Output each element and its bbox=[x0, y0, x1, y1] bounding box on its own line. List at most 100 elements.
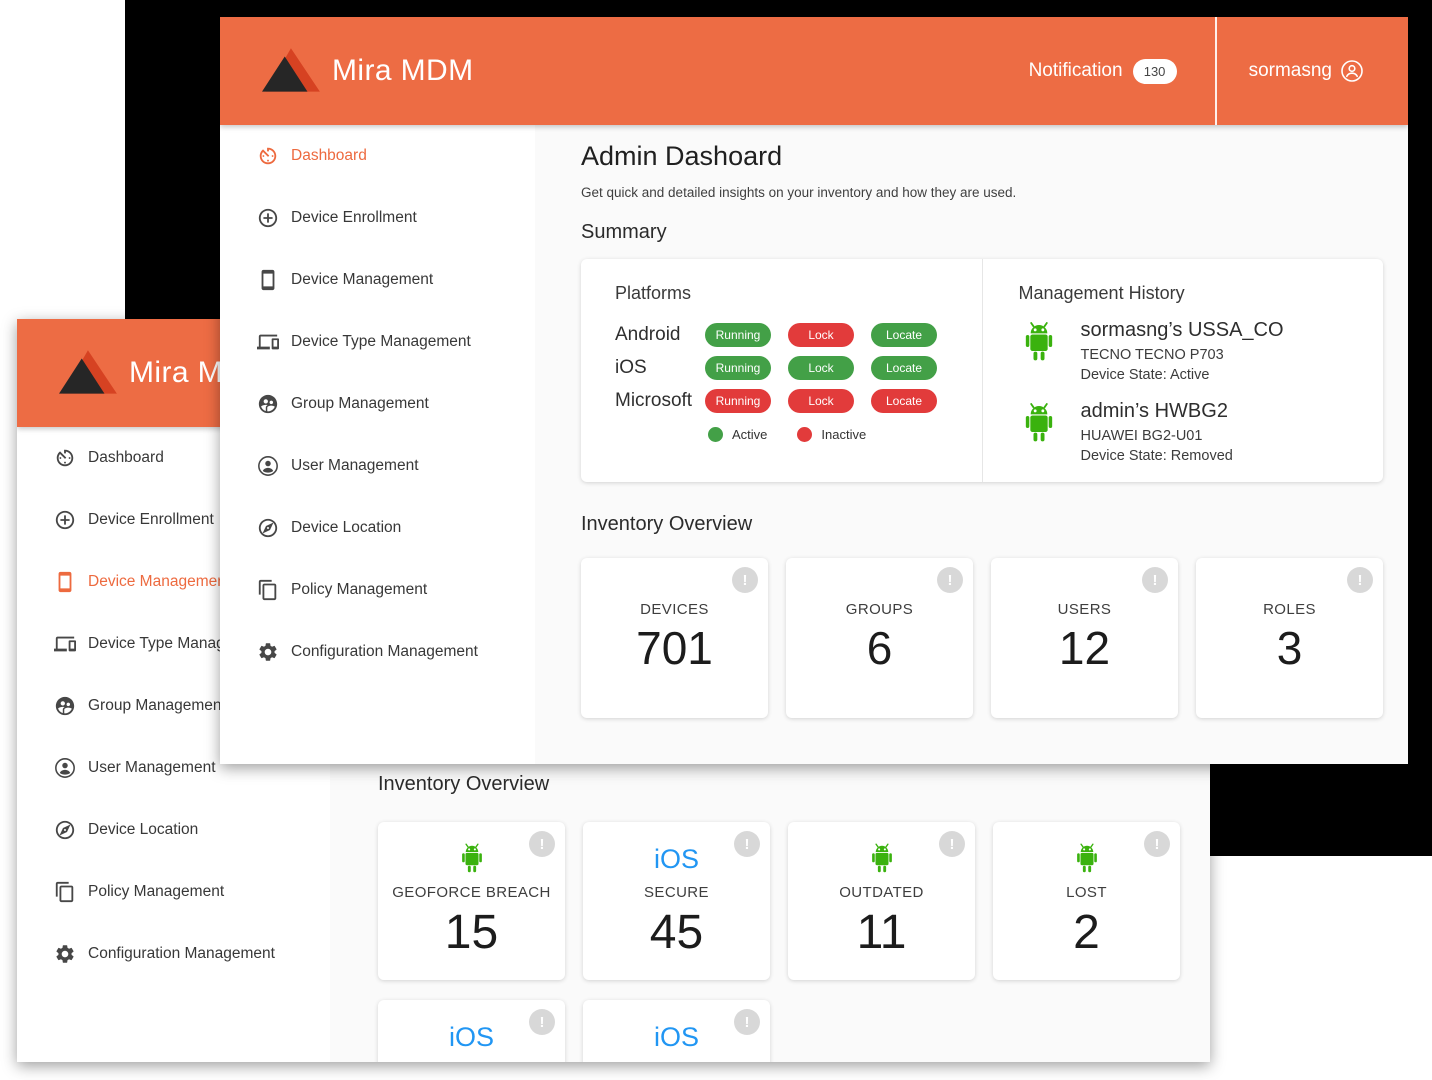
sidebar-item-label: Device Management bbox=[291, 271, 434, 288]
sidebar-item-policy-management[interactable]: Policy Management bbox=[220, 559, 535, 621]
alert-icon[interactable]: ! bbox=[1144, 831, 1170, 857]
stat-card-outdated: ! OUTDATED 11 bbox=[788, 822, 975, 980]
stat-value: 3 bbox=[1276, 622, 1303, 674]
stat-card-ios-secure: ! iOS SECURE 45 bbox=[583, 822, 770, 980]
alert-icon[interactable]: ! bbox=[734, 1009, 760, 1035]
management-history-panel: Management History sormasng’s USSA_CO TE… bbox=[983, 259, 1384, 482]
history-entry: admin’s HWBG2 HUAWEI BG2-U01 Device Stat… bbox=[1019, 399, 1384, 466]
mira-logo-icon bbox=[59, 348, 121, 398]
page-subtitle: Get quick and detailed insights on your … bbox=[581, 185, 1017, 200]
stat-card-groups: ! GROUPS 6 bbox=[786, 558, 973, 718]
stat-card-devices: ! DEVICES 701 bbox=[581, 558, 768, 718]
gear-icon bbox=[54, 943, 76, 965]
stat-value: 6 bbox=[866, 622, 893, 674]
alert-icon[interactable]: ! bbox=[529, 831, 555, 857]
android-robot-icon bbox=[1019, 320, 1059, 364]
running-button[interactable]: Running bbox=[705, 322, 771, 347]
alert-icon[interactable]: ! bbox=[1142, 567, 1168, 593]
stat-label: SECURE bbox=[644, 884, 709, 901]
gear-icon bbox=[257, 641, 279, 663]
stat-card-roles: ! ROLES 3 bbox=[1196, 558, 1383, 718]
lock-button[interactable]: Lock bbox=[788, 388, 854, 413]
stat-card-partial: ! iOS bbox=[378, 1000, 565, 1062]
devices-icon bbox=[257, 331, 279, 353]
username: sormasng bbox=[1248, 60, 1332, 81]
sidebar-item-label: Policy Management bbox=[88, 883, 225, 900]
android-robot-icon bbox=[788, 842, 975, 875]
alert-icon[interactable]: ! bbox=[939, 831, 965, 857]
sidebar-item-user-management[interactable]: User Management bbox=[220, 435, 535, 497]
alert-icon[interactable]: ! bbox=[937, 567, 963, 593]
sidebar-item-configuration-management[interactable]: Configuration Management bbox=[220, 621, 535, 683]
sidebar-item-configuration-management[interactable]: Configuration Management bbox=[17, 923, 330, 985]
lock-button[interactable]: Lock bbox=[788, 322, 854, 347]
page-title: Admin Dashoard bbox=[581, 141, 783, 171]
device-state: Device State: Active bbox=[1080, 367, 1210, 383]
ios-logo: iOS bbox=[653, 1022, 699, 1052]
add-circle-icon bbox=[54, 509, 76, 531]
stat-card-partial: ! iOS bbox=[583, 1000, 770, 1062]
running-button[interactable]: Running bbox=[705, 355, 771, 380]
alert-icon[interactable]: ! bbox=[732, 567, 758, 593]
inventory-cards-row: ! GEOFORCE BREACH 15 ! iOS SECURE 45 ! O… bbox=[378, 822, 1180, 980]
group-circle-icon bbox=[257, 393, 279, 415]
user-circle-icon bbox=[54, 757, 76, 779]
stat-label: USERS bbox=[1057, 601, 1112, 618]
sidebar-item-device-management[interactable]: Device Management bbox=[17, 551, 330, 613]
copy-icon bbox=[257, 579, 279, 601]
device-model: HUAWEI BG2-U01 bbox=[1080, 428, 1203, 444]
running-button[interactable]: Running bbox=[705, 388, 771, 413]
device-title: sormasng’s USSA_CO bbox=[1080, 319, 1284, 341]
sidebar-item-label: Configuration Management bbox=[88, 945, 275, 962]
platforms-panel: Platforms Android Running Lock Locate iO… bbox=[581, 259, 982, 482]
ios-logo: iOS bbox=[448, 1022, 494, 1052]
inventory-overview-heading: Inventory Overview bbox=[581, 513, 753, 535]
main-window-header: Mira MDM Notification 130 sormasng bbox=[220, 17, 1408, 125]
sidebar-item-device-location[interactable]: Device Location bbox=[220, 497, 535, 559]
sidebar-item-device-type-management[interactable]: Device Type Management bbox=[220, 311, 535, 373]
sidebar-item-device-management[interactable]: Device Management bbox=[220, 249, 535, 311]
app-title: Mira MDM bbox=[332, 54, 474, 87]
av-timer-icon bbox=[257, 145, 279, 167]
stat-value: 11 bbox=[856, 906, 907, 959]
platform-row-microsoft: Microsoft Running Lock Locate bbox=[615, 384, 982, 417]
sidebar-item-group-management[interactable]: Group Management bbox=[220, 373, 535, 435]
platform-name: Microsoft bbox=[615, 389, 693, 411]
sidebar-item-label: Configuration Management bbox=[291, 643, 478, 660]
locate-button[interactable]: Locate bbox=[871, 322, 937, 347]
platform-row-android: Android Running Lock Locate bbox=[615, 318, 982, 351]
lock-button[interactable]: Lock bbox=[788, 355, 854, 380]
sidebar-item-device-enrollment[interactable]: Device Enrollment bbox=[17, 489, 330, 551]
android-robot-icon bbox=[993, 842, 1180, 875]
inactive-dot-icon bbox=[797, 427, 813, 442]
sidebar-item-dashboard[interactable]: Dashboard bbox=[220, 125, 535, 187]
sidebar-item-device-location[interactable]: Device Location bbox=[17, 799, 330, 861]
stat-label: GEOFORCE BREACH bbox=[392, 884, 551, 901]
locate-button[interactable]: Locate bbox=[871, 355, 937, 380]
user-menu[interactable]: sormasng bbox=[1249, 59, 1364, 83]
group-circle-icon bbox=[54, 695, 76, 717]
sidebar-item-group-management[interactable]: Group Management bbox=[17, 675, 330, 737]
notification-button[interactable]: Notification 130 bbox=[1029, 58, 1177, 84]
sidebar-item-policy-management[interactable]: Policy Management bbox=[17, 861, 330, 923]
sidebar-item-label: Device Management bbox=[88, 573, 231, 590]
summary-heading: Summary bbox=[581, 221, 667, 243]
stat-card-users: ! USERS 12 bbox=[991, 558, 1178, 718]
compass-icon bbox=[257, 517, 279, 539]
sidebar-item-label: Device Type Management bbox=[291, 333, 471, 350]
alert-icon[interactable]: ! bbox=[734, 831, 760, 857]
sidebar-item-dashboard[interactable]: Dashboard bbox=[17, 427, 330, 489]
alert-icon[interactable]: ! bbox=[1347, 567, 1373, 593]
main-window-content: Admin Dashoard Get quick and detailed in… bbox=[535, 125, 1408, 764]
stat-label: ROLES bbox=[1263, 601, 1316, 618]
locate-button[interactable]: Locate bbox=[871, 388, 937, 413]
alert-icon[interactable]: ! bbox=[529, 1009, 555, 1035]
main-window: Mira MDM Notification 130 sormasng Dashb… bbox=[220, 17, 1408, 764]
platforms-heading: Platforms bbox=[615, 283, 692, 303]
sidebar-item-device-enrollment[interactable]: Device Enrollment bbox=[220, 187, 535, 249]
main-window-sidebar: Dashboard Device Enrollment Device Manag… bbox=[220, 125, 535, 764]
sidebar-item-user-management[interactable]: User Management bbox=[17, 737, 330, 799]
stat-card-geoforce-breach: ! GEOFORCE BREACH 15 bbox=[378, 822, 565, 980]
legend-label: Inactive bbox=[821, 427, 867, 442]
sidebar-item-label: Policy Management bbox=[291, 581, 428, 598]
